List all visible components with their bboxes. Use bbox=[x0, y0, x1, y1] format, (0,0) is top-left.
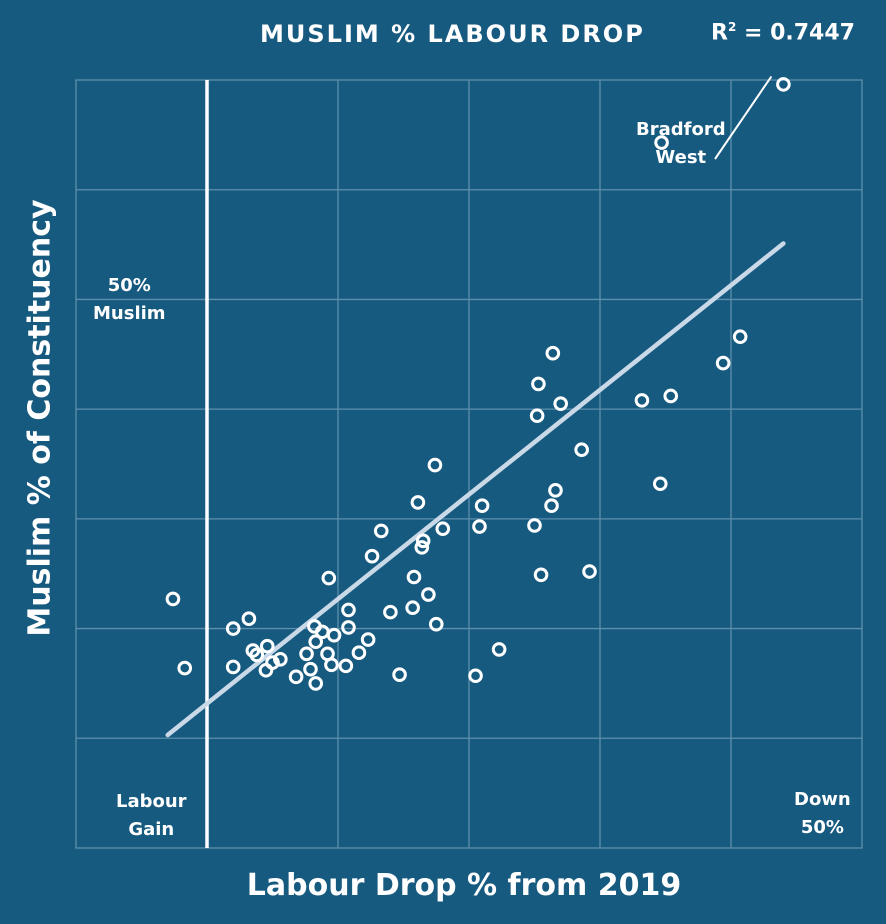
trend-line bbox=[165, 241, 786, 738]
data-point bbox=[241, 611, 257, 626]
data-point bbox=[776, 77, 791, 92]
data-point bbox=[259, 638, 275, 654]
data-point bbox=[326, 627, 342, 643]
data-point bbox=[533, 567, 549, 583]
annotation-bradford-west-line-2: West bbox=[655, 147, 707, 168]
data-point bbox=[663, 388, 679, 404]
annotation-bottom-left: Labour Gain bbox=[116, 788, 187, 844]
r-squared-prefix: R bbox=[711, 20, 728, 46]
data-point bbox=[392, 667, 407, 682]
data-point bbox=[715, 355, 731, 371]
data-point bbox=[652, 476, 668, 492]
data-point bbox=[544, 498, 559, 513]
data-point bbox=[364, 548, 380, 564]
chart-title: MUSLIM % LABOUR DROP bbox=[260, 20, 645, 48]
data-point bbox=[308, 676, 324, 691]
data-point bbox=[634, 393, 650, 408]
data-point bbox=[341, 602, 356, 618]
y-axis-label: Muslim % of Constituency bbox=[22, 199, 58, 637]
data-point bbox=[410, 495, 426, 510]
annotation-top-left: 50% Muslim bbox=[93, 272, 166, 328]
data-point bbox=[288, 669, 304, 685]
data-point bbox=[321, 570, 337, 586]
data-point bbox=[373, 523, 389, 539]
annotation-top-left-line-2: Muslim bbox=[93, 303, 166, 324]
data-point bbox=[548, 483, 563, 498]
x-axis-label: Labour Drop % from 2019 bbox=[246, 868, 682, 903]
data-point bbox=[299, 646, 314, 662]
annotation-bottom-right-line-2: 50% bbox=[800, 817, 844, 838]
data-point bbox=[225, 621, 241, 636]
r-squared-value: = 0.7447 bbox=[736, 20, 855, 46]
data-point bbox=[265, 655, 280, 670]
data-point bbox=[474, 498, 490, 513]
data-point bbox=[732, 329, 748, 345]
data-point bbox=[527, 518, 542, 533]
annotation-bottom-left-line-2: Gain bbox=[128, 819, 175, 840]
annotation-bradford-west: Bradford West bbox=[636, 116, 726, 172]
data-point bbox=[324, 657, 339, 673]
data-point bbox=[308, 634, 324, 650]
data-point bbox=[529, 408, 545, 424]
data-point bbox=[414, 540, 430, 555]
data-point bbox=[383, 604, 398, 620]
annotation-bottom-right: Down 50% bbox=[794, 786, 851, 842]
data-point bbox=[582, 564, 597, 579]
r-squared-exponent: 2 bbox=[727, 20, 737, 34]
data-point bbox=[427, 457, 443, 473]
data-point bbox=[545, 345, 561, 361]
data-point bbox=[553, 396, 569, 411]
data-point bbox=[435, 521, 451, 537]
data-point bbox=[360, 632, 376, 647]
data-point bbox=[468, 668, 483, 684]
annotation-leader-line bbox=[714, 75, 773, 160]
annotation-top-left-line-1: 50% bbox=[107, 275, 151, 296]
data-point bbox=[341, 620, 356, 635]
data-point bbox=[249, 647, 265, 663]
data-point bbox=[428, 616, 444, 632]
data-point bbox=[177, 660, 193, 676]
r-squared-label: R2 = 0.7447 bbox=[711, 20, 855, 45]
data-point bbox=[225, 659, 241, 675]
data-point bbox=[273, 651, 288, 667]
data-point bbox=[574, 442, 589, 458]
data-point bbox=[405, 600, 420, 616]
data-point bbox=[472, 519, 487, 534]
data-point bbox=[491, 642, 507, 657]
data-point bbox=[338, 658, 354, 674]
data-point bbox=[406, 569, 422, 585]
data-point bbox=[351, 645, 367, 661]
data-point bbox=[415, 533, 431, 549]
data-point bbox=[531, 376, 546, 392]
data-point bbox=[421, 587, 436, 602]
data-point bbox=[165, 591, 181, 607]
annotation-bradford-west-line-1: Bradford bbox=[636, 119, 726, 140]
annotation-bottom-right-line-1: Down bbox=[794, 789, 851, 810]
data-point bbox=[654, 135, 669, 150]
annotation-bottom-left-line-1: Labour bbox=[116, 791, 187, 812]
data-point bbox=[303, 661, 318, 677]
